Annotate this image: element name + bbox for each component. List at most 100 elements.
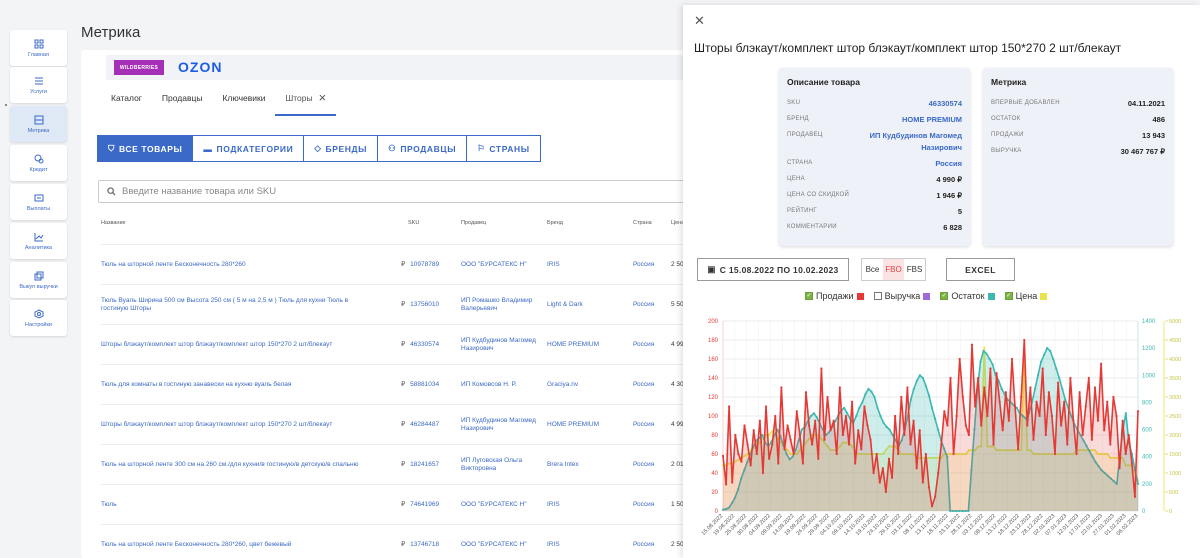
table-row[interactable]: Шторы блэкаут/комплект штор блэкаут/комп… xyxy=(101,324,701,364)
col-price[interactable]: Цена xyxy=(671,220,685,226)
sidebar-item-services[interactable]: Услуги xyxy=(10,67,67,103)
cell-country[interactable]: Россия xyxy=(633,245,669,285)
ozon-logo[interactable]: OZON xyxy=(178,59,223,75)
tab-keywords[interactable]: Ключевики xyxy=(222,93,266,103)
excel-button[interactable]: EXCEL xyxy=(946,258,1015,281)
cell-seller[interactable]: ООО "БУРСАТЕКС Н" xyxy=(461,525,541,558)
cell-country-text: Россия xyxy=(633,421,655,428)
cell-brand[interactable]: HOME PREMIUM xyxy=(547,325,627,365)
date-range-button[interactable]: ▣ С 15.08.2022 ПО 10.02.2023 xyxy=(697,258,849,281)
cell-sku[interactable]: ₽58881034 xyxy=(401,365,459,405)
legend-item[interactable]: Выручка xyxy=(873,291,931,301)
cell-name[interactable]: Тюль xyxy=(101,485,371,525)
table-row[interactable]: Тюль для комнаты в гостиную занавески на… xyxy=(101,364,701,404)
legend-checkbox[interactable] xyxy=(873,292,882,300)
cell-brand[interactable]: IRIS xyxy=(547,245,627,285)
legend-checkbox[interactable]: ✓ xyxy=(1004,292,1013,300)
series-point xyxy=(915,467,918,470)
desc-value[interactable]: 46330574 xyxy=(928,99,962,108)
tab-brands[interactable]: ◇ БРЕНДЫ xyxy=(303,135,379,162)
close-icon[interactable]: ✕ xyxy=(694,13,705,28)
sidebar-item-analytics[interactable]: Аналитика xyxy=(10,223,67,259)
desc-value[interactable]: HOME PREMIUM xyxy=(902,115,962,124)
legend-checkbox[interactable]: ✓ xyxy=(805,292,813,300)
cell-name[interactable]: Тюль на шторной ленте Бесконечность 280*… xyxy=(101,525,371,558)
cell-sku[interactable]: ₽18241657 xyxy=(401,445,459,485)
cell-brand[interactable]: Light & Dark xyxy=(547,285,627,325)
cell-name[interactable]: Тюль для комнаты в гостиную занавески на… xyxy=(101,365,371,405)
table-row[interactable]: Тюль на шторной ленте Бесконечность 280*… xyxy=(101,524,701,558)
series-point xyxy=(1081,433,1084,437)
cell-brand[interactable]: HOME PREMIUM xyxy=(547,405,627,445)
cell-country[interactable]: Россия xyxy=(633,445,669,485)
cell-brand[interactable]: Brera Intex xyxy=(547,445,627,485)
cell-sku[interactable]: ₽74641969 xyxy=(401,485,459,525)
legend-checkbox[interactable]: ✓ xyxy=(940,292,949,300)
table-row[interactable]: Тюль на шторной ленте 300 см на 260 см./… xyxy=(101,444,701,484)
sidebar-item-home[interactable]: Главная xyxy=(10,30,67,66)
cell-seller[interactable]: ИП Кудбудинов Магомед Назирович xyxy=(461,405,541,445)
cell-sku[interactable]: ₽13746718 xyxy=(401,525,459,558)
desc-value[interactable]: Россия xyxy=(935,159,962,168)
table-row[interactable]: Тюль на шторной ленте Бесконечность 280*… xyxy=(101,244,701,284)
cell-sku[interactable]: ₽46284487 xyxy=(401,405,459,445)
cell-seller[interactable]: ООО "БУРСАТЕКС Н" xyxy=(461,485,541,525)
sidebar-item-buyout[interactable]: Выкуп выручки xyxy=(10,262,67,298)
sidebar-item-credit[interactable]: Кредит xyxy=(10,145,67,181)
col-seller[interactable]: Продавец xyxy=(461,220,487,226)
tab-sellers-cat[interactable]: ⚇ ПРОДАВЦЫ xyxy=(377,135,468,162)
cell-sku[interactable]: ₽46330574 xyxy=(401,325,459,365)
tab-curtains[interactable]: Шторы × xyxy=(275,86,337,116)
cell-brand[interactable]: Graciya.nv xyxy=(547,365,627,405)
tab-all-products[interactable]: ⛉ ВСЕ ТОВАРЫ xyxy=(97,135,194,162)
cell-country[interactable]: Россия xyxy=(633,325,669,365)
cell-country[interactable]: Россия xyxy=(633,285,669,325)
cell-seller[interactable]: ООО "БУРСАТЕКС Н" xyxy=(461,245,541,285)
segment-fbo[interactable]: FBO xyxy=(883,259,904,280)
cell-seller[interactable]: ИП Луговская Ольга Викторовна xyxy=(461,445,541,485)
series-point xyxy=(851,400,854,403)
segment-all[interactable]: Все xyxy=(865,265,880,274)
legend-item[interactable]: ✓ Продажи xyxy=(805,291,864,301)
cell-name[interactable]: Шторы блэкаут/комплект штор блэкаут/комп… xyxy=(101,325,371,365)
table-row[interactable]: Шторы блэкаут/комплект штор блэкаут/комп… xyxy=(101,404,701,444)
segment-fbs[interactable]: FBS xyxy=(906,265,923,274)
series-point xyxy=(1103,452,1106,456)
cell-brand[interactable]: IRIS xyxy=(547,485,627,525)
cell-country[interactable]: Россия xyxy=(633,485,669,525)
wildberries-logo[interactable]: WILDBERRIES xyxy=(114,60,164,75)
cell-sku[interactable]: ₽10978789 xyxy=(401,245,459,285)
sidebar-item-payouts[interactable]: Выплаты xyxy=(10,184,67,220)
sidebar-item-metric[interactable]: Метрика xyxy=(10,106,67,142)
sidebar-item-settings[interactable]: Настройки xyxy=(10,300,67,336)
tab-countries[interactable]: ⚐ СТРАНЫ xyxy=(466,135,541,162)
cell-name[interactable]: Тюль на шторной ленте 300 см на 260 см./… xyxy=(101,445,371,485)
cell-seller[interactable]: ИП Комовсов Н. Р. xyxy=(461,365,541,405)
cell-country[interactable]: Россия xyxy=(633,405,669,445)
series-point xyxy=(795,452,798,456)
cell-brand[interactable]: IRIS xyxy=(547,525,627,558)
cell-name[interactable]: Тюль на шторной ленте Бесконечность 280*… xyxy=(101,245,371,285)
cell-name[interactable]: Шторы блэкаут/комплект штор блэкаут/комп… xyxy=(101,405,371,445)
tab-subcategories[interactable]: ▬ ПОДКАТЕГОРИИ xyxy=(192,135,305,162)
close-tab-icon[interactable]: × xyxy=(318,90,327,105)
cell-country[interactable]: Россия xyxy=(633,365,669,405)
table-row[interactable]: Тюль Вуаль Ширина 500 см Высота 250 см (… xyxy=(101,284,701,324)
legend-item[interactable]: ✓ Остаток xyxy=(940,291,995,301)
cell-seller[interactable]: ИП Кудбудинов Магомед Назирович xyxy=(461,325,541,365)
legend-item[interactable]: ✓ Цена xyxy=(1004,291,1048,301)
desc-value[interactable]: ИП Кудбудинов Магомед Назирович xyxy=(869,131,962,152)
table-row[interactable]: Тюль ₽74641969 ООО "БУРСАТЕКС Н" IRIS Россия… xyxy=(101,484,701,524)
search-input[interactable]: Введите название товара или SKU xyxy=(98,180,693,203)
series-point xyxy=(1109,477,1112,480)
cell-sku[interactable]: ₽13756010 xyxy=(401,285,459,325)
cell-name[interactable]: Тюль Вуаль Ширина 500 см Высота 250 см (… xyxy=(101,285,371,325)
col-sku[interactable]: SKU xyxy=(408,220,420,226)
col-brand[interactable]: Бренд xyxy=(547,220,563,226)
cell-seller[interactable]: ИП Ромашко Владимир Валерьевич xyxy=(461,285,541,325)
col-country[interactable]: Страна xyxy=(633,220,652,226)
tab-sellers[interactable]: Продавцы xyxy=(161,93,203,103)
tab-catalog[interactable]: Каталог xyxy=(111,93,142,103)
cell-country[interactable]: Россия xyxy=(633,525,669,558)
col-name[interactable]: Название xyxy=(101,220,126,226)
